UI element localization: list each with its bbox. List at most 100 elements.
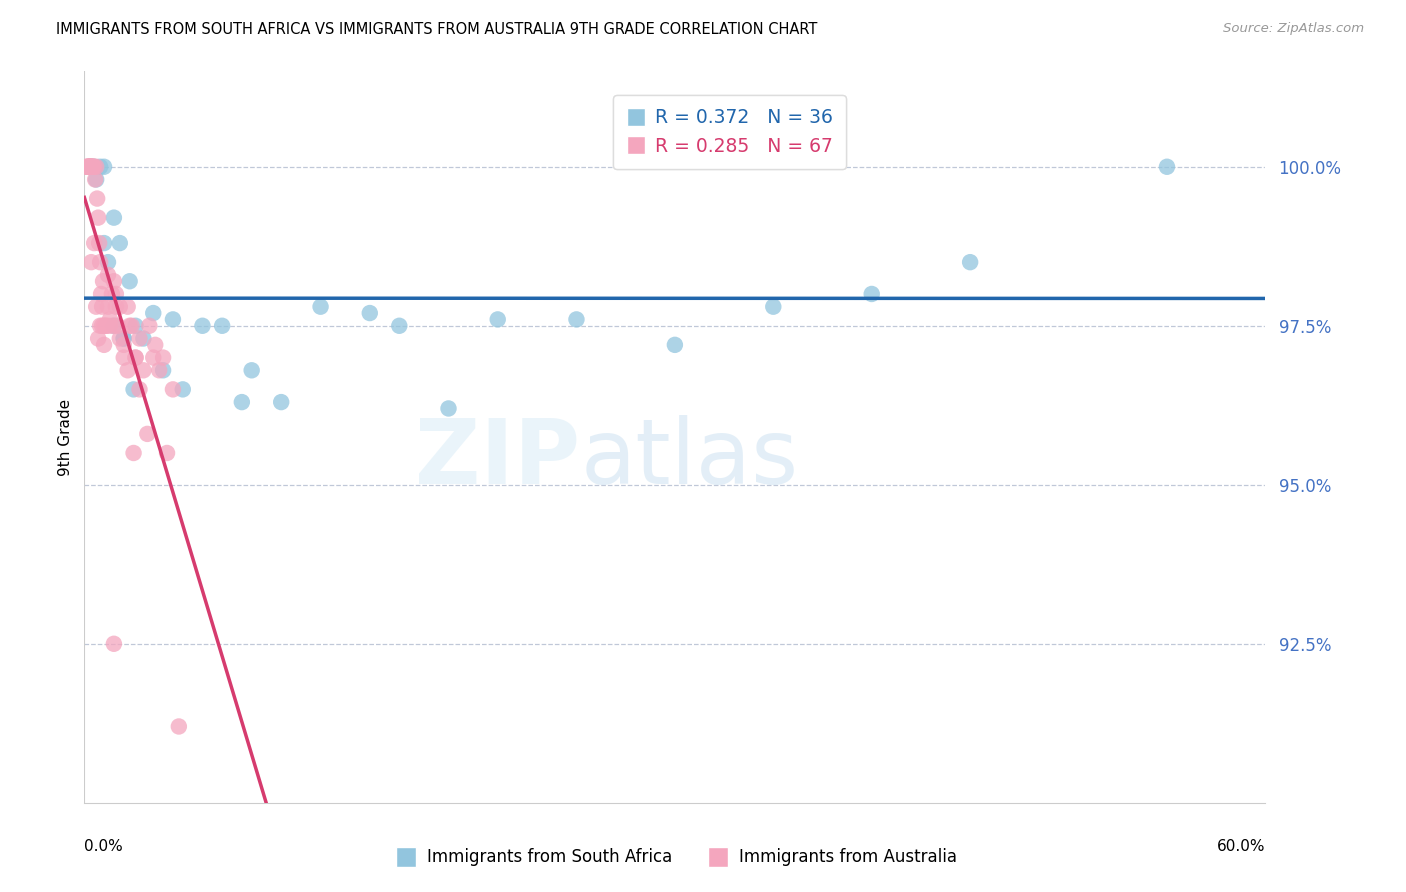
Text: 0.0%: 0.0%	[84, 839, 124, 855]
Text: IMMIGRANTS FROM SOUTH AFRICA VS IMMIGRANTS FROM AUSTRALIA 9TH GRADE CORRELATION : IMMIGRANTS FROM SOUTH AFRICA VS IMMIGRAN…	[56, 22, 818, 37]
Point	[124, 351, 146, 365]
Point	[152, 351, 174, 365]
Point	[860, 287, 883, 301]
Y-axis label: 9th Grade: 9th Grade	[58, 399, 73, 475]
Point	[84, 160, 107, 174]
Point	[565, 312, 588, 326]
Point	[83, 236, 105, 251]
Point	[143, 338, 166, 352]
Point	[97, 255, 120, 269]
Point	[142, 306, 165, 320]
Point	[89, 255, 111, 269]
Point	[83, 160, 105, 174]
Point	[97, 268, 120, 282]
Point	[77, 160, 100, 174]
Point	[87, 211, 110, 225]
Point	[93, 236, 115, 251]
Point	[162, 383, 184, 397]
Point	[136, 426, 159, 441]
Point	[77, 160, 100, 174]
Point	[112, 338, 135, 352]
Point	[124, 351, 146, 365]
Point	[82, 160, 104, 174]
Point	[167, 719, 190, 733]
Point	[79, 160, 101, 174]
Point	[117, 363, 139, 377]
Point	[77, 160, 100, 174]
Point	[93, 160, 115, 174]
Point	[76, 160, 98, 174]
Point	[79, 160, 101, 174]
Point	[91, 274, 114, 288]
Point	[80, 160, 103, 174]
Point	[94, 318, 117, 333]
Legend: R = 0.372   N = 36, R = 0.285   N = 67: R = 0.372 N = 36, R = 0.285 N = 67	[613, 95, 845, 169]
Point	[89, 160, 111, 174]
Point	[87, 331, 110, 345]
Point	[87, 236, 110, 251]
Point	[104, 300, 127, 314]
Point	[959, 255, 981, 269]
Point	[270, 395, 292, 409]
Point	[121, 318, 143, 333]
Point	[91, 300, 114, 314]
Point	[172, 383, 194, 397]
Point	[664, 338, 686, 352]
Point	[89, 318, 111, 333]
Point	[80, 160, 103, 174]
Point	[82, 160, 104, 174]
Point	[138, 318, 160, 333]
Point	[86, 192, 108, 206]
Point	[103, 637, 125, 651]
Point	[108, 300, 131, 314]
Point	[128, 331, 150, 345]
Point	[117, 300, 139, 314]
Point	[97, 300, 120, 314]
Point	[107, 318, 129, 333]
Point	[112, 331, 135, 345]
Point	[84, 172, 107, 186]
Point	[84, 300, 107, 314]
Point	[103, 274, 125, 288]
Point	[156, 446, 179, 460]
Point	[309, 300, 332, 314]
Point	[142, 351, 165, 365]
Point	[122, 446, 145, 460]
Point	[118, 318, 141, 333]
Point	[132, 331, 155, 345]
Point	[112, 331, 135, 345]
Point	[162, 312, 184, 326]
Text: 60.0%: 60.0%	[1218, 839, 1265, 855]
Point	[1156, 160, 1178, 174]
Point	[93, 318, 115, 333]
Point	[104, 287, 127, 301]
Legend: Immigrants from South Africa, Immigrants from Australia: Immigrants from South Africa, Immigrants…	[385, 840, 965, 875]
Point	[122, 383, 145, 397]
Point	[148, 363, 170, 377]
Point	[359, 306, 381, 320]
Text: ZIP: ZIP	[415, 415, 581, 503]
Point	[231, 395, 253, 409]
Point	[118, 274, 141, 288]
Point	[98, 312, 121, 326]
Point	[91, 318, 114, 333]
Point	[762, 300, 785, 314]
Point	[84, 172, 107, 186]
Point	[103, 211, 125, 225]
Text: atlas: atlas	[581, 415, 799, 503]
Point	[90, 287, 112, 301]
Point	[152, 363, 174, 377]
Point	[75, 160, 97, 174]
Point	[79, 160, 101, 174]
Point	[98, 318, 121, 333]
Point	[128, 383, 150, 397]
Point	[80, 255, 103, 269]
Point	[211, 318, 233, 333]
Point	[124, 318, 146, 333]
Point	[437, 401, 460, 416]
Point	[103, 318, 125, 333]
Point	[94, 318, 117, 333]
Point	[108, 331, 131, 345]
Point	[191, 318, 214, 333]
Point	[388, 318, 411, 333]
